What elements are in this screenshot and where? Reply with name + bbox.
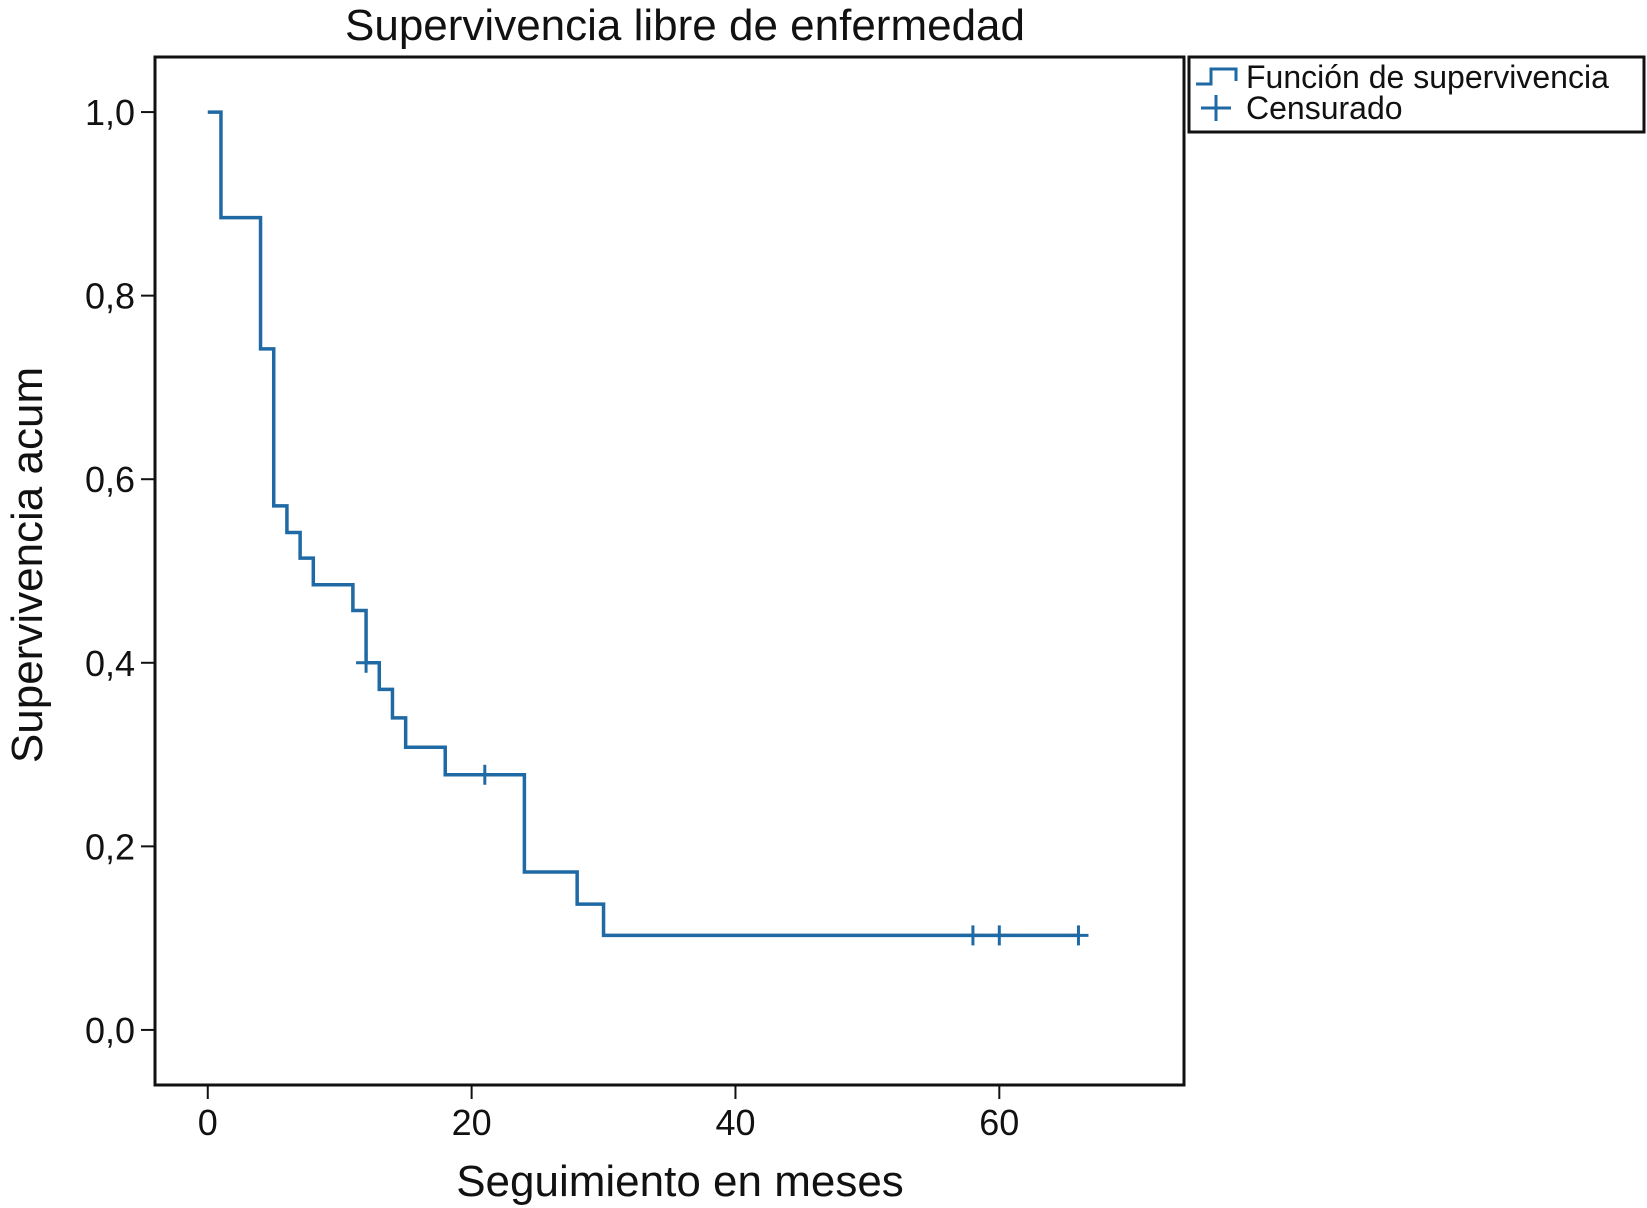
x-tick-label: 40 [715,1102,755,1143]
censored-marker [474,764,495,785]
y-tick-label: 0,2 [85,826,135,867]
legend-step-line-icon [1196,67,1238,86]
x-tick-label: 60 [979,1102,1019,1143]
y-tick-label: 0,0 [85,1010,135,1051]
x-axis-title: Seguimiento en meses [456,1157,904,1206]
y-axis-title: Supervivencia acum [3,367,52,763]
legend-label-survival-function: Función de supervivencia [1246,59,1609,95]
y-axis: 0,0 0,2 0,4 0,6 0,8 1,0 [85,92,155,1051]
x-tick-label: 0 [198,1102,218,1143]
survival-step-line [207,110,1079,938]
legend-box [1187,55,1646,134]
x-axis: 0 20 40 60 [198,1085,1019,1143]
x-tick-label: 20 [452,1102,492,1143]
chart-title: Supervivencia libre de enfermedad [345,1,1025,50]
legend-label-censored: Censurado [1246,90,1403,126]
legend: Función de supervivencia Censurado [1187,55,1646,134]
y-tick-label: 0,6 [85,459,135,500]
censored-marker [989,925,1010,946]
y-tick-label: 1,0 [85,92,135,133]
y-tick-label: 0,8 [85,276,135,317]
plot-frame [153,55,1186,1087]
censored-marker [962,925,983,946]
series-layer [207,110,1089,946]
censored-marker [1068,925,1089,946]
legend-censored-plus-icon [1201,95,1231,121]
y-tick-label: 0,4 [85,643,135,684]
censored-marker [356,652,377,673]
